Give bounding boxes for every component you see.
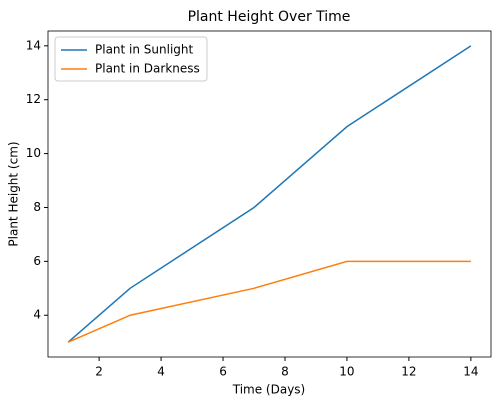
plot-frame: [47, 30, 492, 358]
y-tick-label: 8: [33, 200, 41, 214]
y-axis-label: Plant Height (cm): [7, 141, 21, 246]
y-tick-label: 12: [26, 92, 41, 106]
y-tick-label: 6: [33, 254, 41, 268]
x-tick-label: 6: [219, 365, 227, 379]
x-tick-label: 4: [157, 365, 165, 379]
x-tick-label: 8: [281, 365, 289, 379]
legend-label: Plant in Darkness: [95, 62, 200, 76]
x-axis-label: Time (Days): [232, 383, 306, 397]
legend-box: [54, 36, 208, 82]
x-tick-label: 12: [401, 365, 416, 379]
y-tick-label: 14: [26, 38, 41, 52]
x-tick-label: 10: [339, 365, 354, 379]
chart-title: Plant Height Over Time: [188, 9, 351, 25]
y-tick-label: 10: [26, 146, 41, 160]
series-line: [67, 260, 471, 343]
legend: Plant in Sunlight Plant in Darkness: [54, 36, 208, 82]
x-tick-label: 2: [95, 365, 103, 379]
x-tick-label: 14: [463, 365, 478, 379]
y-tick-label: 4: [33, 308, 41, 322]
legend-label: Plant in Sunlight: [95, 43, 194, 57]
series-line: [67, 45, 472, 343]
